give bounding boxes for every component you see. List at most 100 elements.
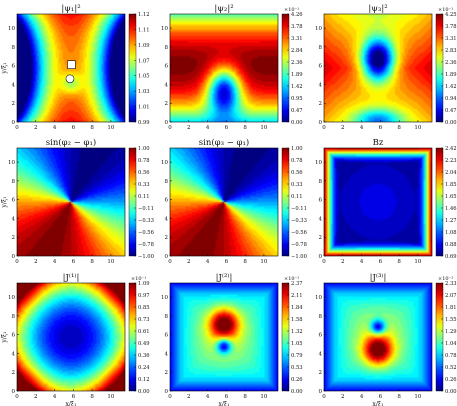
colorbar-tick-label: −0.78 — [138, 242, 154, 248]
colorbar-tick-label: 2.83 — [445, 48, 457, 54]
colorbar-tick-label: 0.61 — [138, 329, 150, 335]
plot-frame — [323, 13, 433, 123]
plot-frame — [16, 282, 126, 392]
y-tick-label: 10 — [315, 295, 322, 301]
x-tick-label: 6 — [225, 259, 229, 265]
x-tick-label: 4 — [53, 125, 57, 131]
colorbar-tick-label: −1.00 — [138, 254, 154, 260]
colorbar-tick-label: −0.11 — [138, 206, 154, 212]
y-tick-label: 6 — [12, 64, 16, 70]
colorbar-tick-label: 0.88 — [445, 242, 457, 248]
x-tick-label: 4 — [206, 394, 210, 400]
colorbar — [128, 282, 137, 392]
colorbar-tick-label: 1.84 — [291, 305, 303, 311]
plot-frame — [169, 147, 279, 257]
x-tick-label: 8 — [243, 259, 247, 265]
colorbar-tick-label: 0.26 — [291, 377, 303, 383]
colorbar — [281, 13, 290, 123]
y-tick-label: 0 — [165, 120, 169, 126]
x-tick-label: 0 — [15, 125, 19, 131]
x-tick-label: 10 — [107, 394, 114, 400]
y-tick-label: 8 — [319, 45, 323, 51]
x-tick-label: 6 — [379, 394, 383, 400]
colorbar-tick-label: 1.00 — [291, 146, 303, 152]
colorbar-tick-label: 1.08 — [445, 230, 457, 236]
colorbar-tick-label: 1.04 — [445, 341, 457, 347]
panel-title: |ψ₁|² — [61, 4, 80, 14]
x-tick-label: 10 — [414, 125, 421, 131]
x-axis-label: x/ξ₁ — [372, 401, 383, 406]
x-tick-label: 2 — [187, 259, 191, 265]
panel-j3: 00 2 2 4 4 6 6 8 8 10 10 |J⁽³⁾| x/ξ₁ 2.33 2.07 1.81 1.55… — [315, 273, 457, 406]
colorbar-tick-label: 0.78 — [291, 158, 303, 164]
panel-phase31: 00 2 2 4 4 6 6 8 8 10 10 sin(φ₃ − φ₁) 1.00 0.78 0.56 0.… — [161, 137, 307, 265]
x-tick-label: 0 — [168, 394, 172, 400]
y-tick-label: 2 — [12, 101, 16, 107]
panel-psi1: 00 2 2 4 4 6 6 8 8 10 10 |ψ₁|² y/ξ₁ 1.12 1.11 1.09 1.07 1… — [1, 4, 150, 131]
colorbar-tick-label: 1.05 — [138, 74, 150, 80]
x-tick-label: 10 — [260, 125, 267, 131]
colorbar-tick-label: 0.78 — [138, 158, 150, 164]
panel-title: sin(φ₃ − φ₁) — [199, 137, 249, 148]
circle-marker — [65, 74, 75, 84]
x-tick-label: 10 — [414, 394, 421, 400]
colorbar-multiplier: ×10⁻¹ — [284, 7, 299, 13]
y-tick-label: 10 — [315, 160, 322, 166]
y-tick-label: 6 — [165, 198, 169, 204]
colorbar — [281, 282, 290, 392]
colorbar-tick-label: 1.29 — [445, 329, 457, 335]
colorbar-multiplier: ×10⁻² — [284, 276, 299, 282]
x-tick-label: 10 — [260, 259, 267, 265]
heatmap-bz — [324, 148, 432, 256]
colorbar-tick-label: 0.99 — [138, 120, 150, 126]
colorbar-tick-label: 1.32 — [291, 329, 303, 335]
y-tick-label: 2 — [319, 101, 323, 107]
y-tick-label: 6 — [319, 64, 323, 70]
colorbar-tick-label: 3.31 — [445, 36, 457, 42]
colorbar-tick-label: 3.31 — [291, 36, 303, 42]
colorbar-tick-label: 0.11 — [138, 194, 150, 200]
colorbar-tick-label: −0.33 — [291, 218, 307, 224]
x-tick-label: 4 — [206, 259, 210, 265]
plot-frame — [16, 147, 126, 257]
x-tick-label: 6 — [225, 394, 229, 400]
colorbar-tick-label: 0.53 — [291, 365, 303, 371]
y-tick-label: 0 — [12, 254, 16, 260]
y-tick-label: 2 — [12, 370, 16, 376]
y-tick-label: 4 — [165, 216, 169, 222]
colorbar-tick-label: 4.25 — [445, 12, 457, 18]
colorbar-tick-label: 1.89 — [445, 72, 457, 78]
colorbar-multiplier: ×10⁻² — [438, 276, 453, 282]
colorbar-tick-label: 0.79 — [291, 353, 303, 359]
x-tick-label: 2 — [341, 259, 345, 265]
square-marker — [67, 60, 76, 70]
y-tick-label: 10 — [315, 26, 322, 32]
y-tick-label: 8 — [165, 179, 169, 185]
x-tick-label: 10 — [107, 259, 114, 265]
colorbar-tick-label: 4.26 — [291, 12, 303, 18]
colorbar-tick-label: 0.52 — [445, 365, 457, 371]
colorbar-tick-label: −0.56 — [138, 230, 154, 236]
colorbar-tick-label: 0.00 — [445, 389, 457, 395]
heatmap-phase31 — [170, 148, 278, 256]
colorbar-tick-label: 1.11 — [138, 27, 150, 33]
colorbar-tick-label: 1.01 — [138, 105, 150, 111]
x-tick-label: 8 — [397, 125, 401, 131]
colorbar-tick-label: 0.56 — [138, 170, 150, 176]
panel-psi3: 00 2 2 4 4 6 6 8 8 10 10 |ψ₃|² 4.25 3.78 3.31 2.83 2.36 1… — [315, 4, 457, 131]
colorbar-tick-label: 2.23 — [445, 158, 457, 164]
colorbar-tick-label: 2.11 — [291, 293, 303, 299]
y-axis-label: y/ξ₁ — [1, 331, 8, 343]
x-tick-label: 10 — [414, 259, 421, 265]
panel-title: sin(φ₂ − φ₁) — [46, 137, 96, 148]
colorbar-tick-label: 1.58 — [291, 317, 303, 323]
colorbar-tick-label: 2.42 — [445, 146, 457, 152]
y-tick-label: 4 — [12, 82, 16, 88]
y-tick-label: 0 — [12, 389, 16, 395]
colorbar-tick-label: 0.69 — [445, 254, 457, 260]
x-tick-label: 0 — [168, 259, 172, 265]
colorbar — [435, 282, 444, 392]
colorbar-tick-label: 1.12 — [138, 12, 150, 18]
colorbar-tick-label: 0.47 — [291, 108, 303, 114]
